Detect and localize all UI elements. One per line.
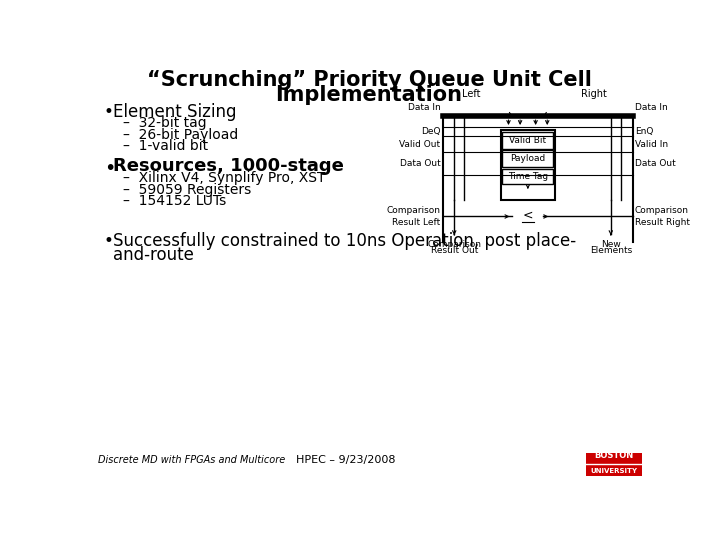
Text: •: •: [104, 159, 115, 178]
Text: •: •: [104, 103, 114, 122]
Text: Time Tag: Time Tag: [508, 172, 548, 181]
Text: <: <: [523, 208, 533, 221]
Text: Result Out: Result Out: [431, 246, 478, 255]
Text: Payload: Payload: [510, 154, 546, 163]
Text: Comparison: Comparison: [635, 206, 689, 215]
Text: –  59059 Registers: – 59059 Registers: [122, 183, 251, 197]
Text: Successfully constrained to 10ns Operation, post place-: Successfully constrained to 10ns Operati…: [113, 232, 577, 250]
Text: Data Out: Data Out: [635, 159, 675, 168]
Text: Result Right: Result Right: [635, 218, 690, 227]
Text: HPEC – 9/23/2008: HPEC – 9/23/2008: [296, 455, 395, 465]
Text: Comparison: Comparison: [387, 206, 441, 215]
Text: Left: Left: [462, 90, 481, 99]
Text: Valid In: Valid In: [635, 140, 668, 149]
Text: “Scrunching” Priority Queue Unit Cell: “Scrunching” Priority Queue Unit Cell: [147, 70, 591, 90]
Text: Data Out: Data Out: [400, 159, 441, 168]
Bar: [500, 130, 555, 200]
Text: Elements: Elements: [590, 246, 632, 255]
Text: Resources, 1000-stage: Resources, 1000-stage: [113, 157, 344, 175]
Bar: [503, 132, 554, 148]
Bar: [586, 453, 642, 476]
Text: BOSTON: BOSTON: [594, 451, 634, 460]
Text: Implementation: Implementation: [276, 85, 462, 105]
Text: Data In: Data In: [635, 104, 667, 112]
Text: –  1-valid bit: – 1-valid bit: [122, 139, 207, 153]
Bar: [503, 169, 554, 184]
Text: Comparison: Comparison: [427, 240, 481, 248]
Text: Result Left: Result Left: [392, 218, 441, 227]
Text: –  154152 LUTs: – 154152 LUTs: [122, 194, 226, 208]
Text: Valid Bit: Valid Bit: [509, 136, 546, 145]
Text: –  Xilinx V4, Synplify Pro, XST: – Xilinx V4, Synplify Pro, XST: [122, 171, 325, 185]
Text: EnQ: EnQ: [635, 127, 653, 136]
Text: •: •: [104, 232, 114, 250]
Text: Element Sizing: Element Sizing: [113, 103, 237, 122]
Text: New: New: [601, 240, 621, 248]
Text: Data In: Data In: [408, 104, 441, 112]
Text: and-route: and-route: [113, 246, 194, 264]
Text: UNIVERSITY: UNIVERSITY: [590, 468, 637, 474]
Text: Right: Right: [581, 90, 607, 99]
Text: –  26-bit Payload: – 26-bit Payload: [122, 128, 238, 142]
Text: –  32-bit tag: – 32-bit tag: [122, 117, 206, 130]
Bar: [503, 150, 554, 167]
Text: DeQ: DeQ: [420, 127, 441, 136]
Text: Valid Out: Valid Out: [399, 140, 441, 149]
Text: Discrete MD with FPGAs and Multicore: Discrete MD with FPGAs and Multicore: [98, 455, 285, 465]
